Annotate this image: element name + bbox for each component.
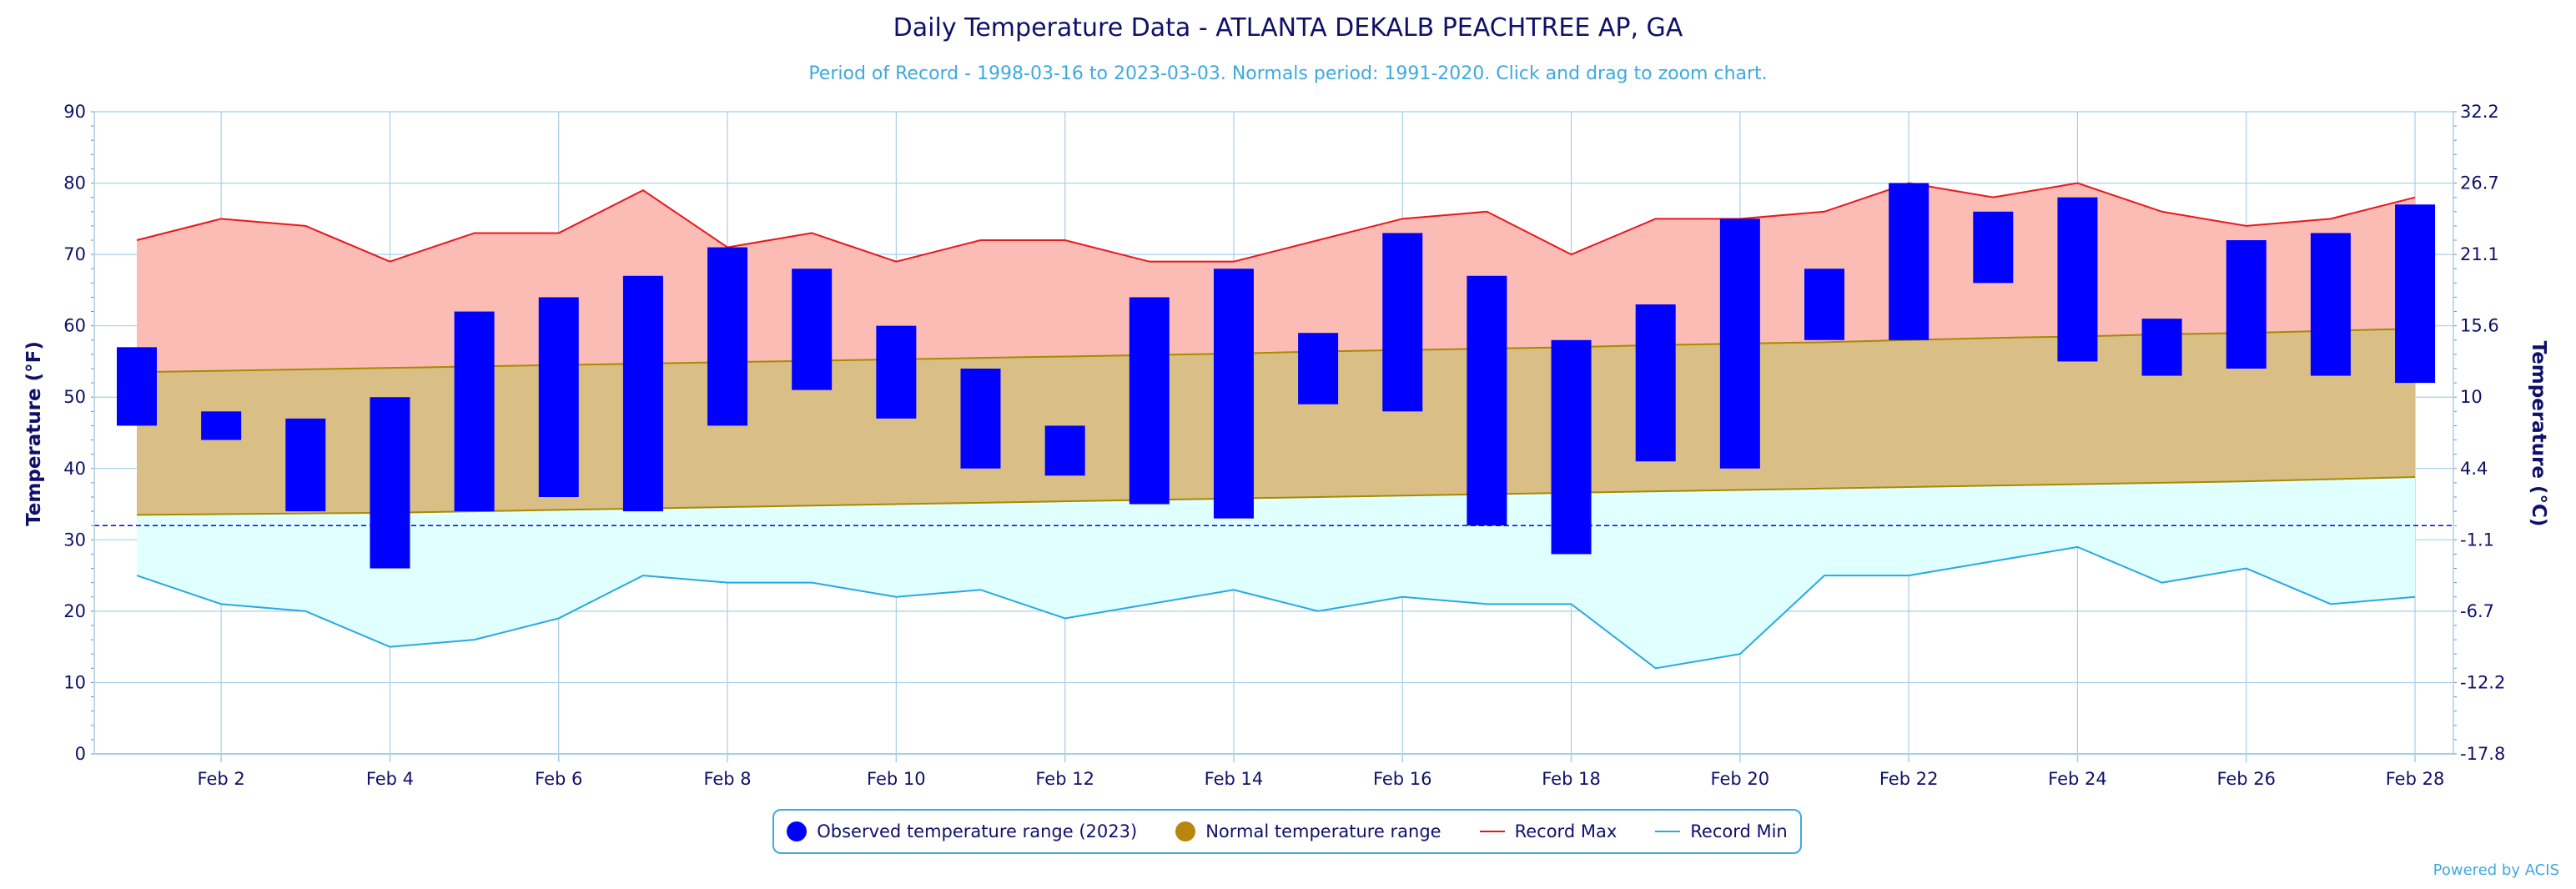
x-tick-label: Feb 18	[1542, 769, 1601, 789]
y-tick-label-left: 0	[75, 744, 86, 764]
y-tick-label-left: 10	[63, 672, 86, 692]
series-lines	[94, 182, 2453, 670]
observed-bar[interactable]	[201, 411, 242, 440]
y-tick-label-right: -17.8	[2460, 744, 2505, 764]
observed-bar[interactable]	[1467, 275, 1507, 526]
normal-range-area	[137, 329, 2416, 515]
observed-bar[interactable]	[2057, 197, 2098, 362]
x-tick-label: Feb 20	[1711, 769, 1770, 789]
observed-bar[interactable]	[454, 311, 495, 512]
y-tick-label-right: 10	[2460, 387, 2483, 407]
normal-high-line	[136, 328, 2416, 374]
y-tick-label-right: 15.6	[2460, 316, 2499, 336]
record-min-line-icon	[1655, 831, 1681, 832]
observed-bar[interactable]	[1213, 269, 1254, 519]
x-tick-label: Feb 8	[703, 769, 751, 789]
legend-item-observed[interactable]: Observed temperature range (2023)	[787, 821, 1137, 841]
observed-bar[interactable]	[792, 269, 833, 390]
legend-item-record-min[interactable]: Record Min	[1655, 821, 1788, 841]
x-tick-label: Feb 26	[2216, 769, 2276, 789]
legend-item-record-max[interactable]: Record Max	[1479, 821, 1618, 841]
y-tick-label-right: -12.2	[2460, 672, 2505, 692]
observed-bar[interactable]	[2310, 233, 2351, 376]
legend-item-normal[interactable]: Normal temperature range	[1175, 821, 1441, 841]
y-tick-label-right: 32.2	[2460, 102, 2499, 122]
observed-bar[interactable]	[2395, 204, 2436, 384]
observed-bars[interactable]	[117, 183, 2436, 569]
y-axis-label-left: Temperature (°F)	[23, 341, 45, 526]
y-tick-label-left: 70	[63, 244, 86, 264]
x-tick-label: Feb 10	[867, 769, 926, 789]
y-tick-label-left: 20	[63, 601, 86, 621]
legend-label-record-min: Record Min	[1690, 821, 1788, 841]
y-tick-label-left: 80	[63, 173, 86, 193]
observed-bar[interactable]	[370, 397, 410, 569]
x-tick-label: Feb 6	[535, 769, 582, 789]
axes: 0 -17.8 10 -12.2 20 -6.7 30 -1.1 40 4.4 50 10 60 15.6…	[63, 102, 2505, 789]
normal-low-line	[136, 476, 2416, 516]
observed-bar[interactable]	[1129, 297, 1170, 505]
y-tick-label-right: 21.1	[2460, 244, 2499, 264]
y-tick-label-left: 40	[63, 459, 86, 479]
x-tick-label: Feb 28	[2386, 769, 2445, 789]
observed-bar[interactable]	[1382, 233, 1423, 412]
observed-bar[interactable]	[707, 247, 748, 426]
x-tick-label: Feb 4	[366, 769, 414, 789]
observed-bar[interactable]	[1973, 211, 2014, 284]
y-axis-label-right: Temperature (°C)	[2528, 341, 2549, 527]
x-tick-label: Feb 22	[1879, 769, 1939, 789]
y-tick-label-right: 26.7	[2460, 173, 2499, 193]
y-tick-label-right: -1.1	[2460, 530, 2494, 550]
y-tick-label-left: 50	[63, 387, 86, 407]
observed-bar[interactable]	[1719, 218, 1760, 469]
observed-bar[interactable]	[960, 369, 1001, 469]
y-tick-label-right: 4.4	[2460, 459, 2488, 479]
chart-title: Daily Temperature Data - ATLANTA DEKALB …	[893, 13, 1683, 43]
x-tick-label: Feb 12	[1035, 769, 1094, 789]
y-tick-label-left: 30	[63, 530, 86, 550]
observed-dot-icon	[787, 821, 808, 841]
observed-bar[interactable]	[538, 297, 579, 497]
range-fills	[137, 183, 2416, 669]
observed-bar[interactable]	[1551, 339, 1592, 555]
observed-bar[interactable]	[1298, 333, 1339, 404]
legend: Observed temperature range (2023) Normal…	[772, 809, 1802, 854]
record-max-line-icon	[1479, 831, 1505, 832]
y-tick-label-left: 60	[63, 316, 86, 336]
y-tick-label-right: -6.7	[2460, 601, 2494, 621]
chart-subtitle: Period of Record - 1998-03-16 to 2023-03…	[808, 63, 1767, 84]
observed-bar[interactable]	[117, 347, 157, 426]
record-min-line	[136, 545, 2416, 670]
observed-bar[interactable]	[876, 325, 917, 419]
x-tick-label: Feb 16	[1373, 769, 1432, 789]
observed-bar[interactable]	[2141, 319, 2182, 376]
y-tick-label-left: 90	[63, 102, 86, 122]
normal-dot-icon	[1175, 821, 1196, 841]
record-min-area	[137, 477, 2416, 669]
legend-label-record-max: Record Max	[1514, 821, 1618, 841]
legend-label-observed: Observed temperature range (2023)	[817, 821, 1138, 841]
observed-bar[interactable]	[285, 418, 326, 512]
x-tick-label: Feb 2	[198, 769, 245, 789]
observed-bar[interactable]	[622, 275, 663, 512]
record-max-line	[136, 182, 2416, 263]
credits-link[interactable]: Powered by ACIS	[2433, 861, 2559, 879]
observed-bar[interactable]	[1889, 183, 1929, 340]
observed-bar[interactable]	[1804, 269, 1844, 340]
legend-label-normal: Normal temperature range	[1205, 821, 1441, 841]
record-max-area	[137, 183, 2416, 373]
x-tick-label: Feb 14	[1205, 769, 1264, 789]
observed-bar[interactable]	[1044, 425, 1085, 476]
observed-bar[interactable]	[2226, 240, 2267, 369]
x-tick-label: Feb 24	[2048, 769, 2107, 789]
observed-bar[interactable]	[1635, 304, 1676, 462]
